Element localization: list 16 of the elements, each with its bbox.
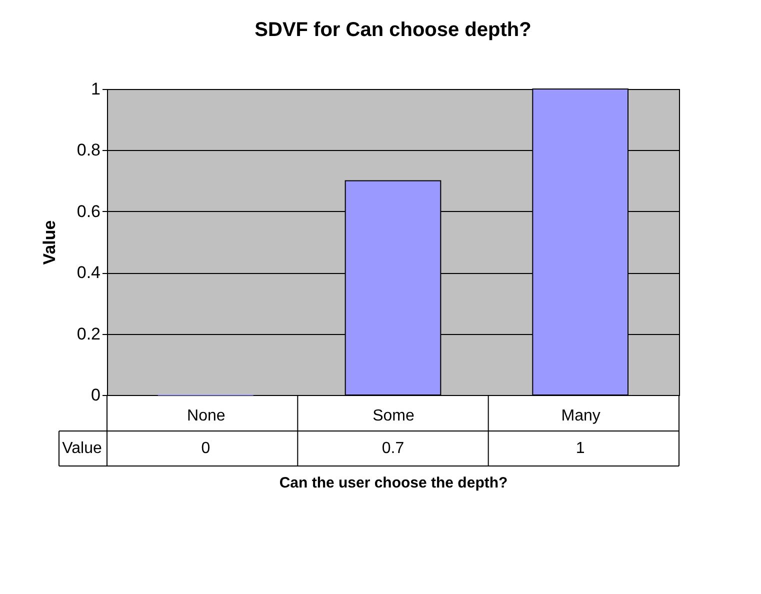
x-tick-label: Some xyxy=(372,408,414,424)
data-label: 0.7 xyxy=(382,440,404,457)
y-tick-label: 0.2 xyxy=(76,324,100,344)
legend-label: Value xyxy=(62,440,102,457)
data-label: 0 xyxy=(201,440,210,457)
x-axis-title: Can the user choose the depth? xyxy=(279,474,508,492)
y-tick-label: 0 xyxy=(91,386,100,404)
data-label: 1 xyxy=(576,440,585,457)
y-axis-title: Value xyxy=(40,220,59,265)
x-tick-label: Many xyxy=(561,408,600,424)
x-tick-label: None xyxy=(187,408,226,424)
y-tick-label: 0.8 xyxy=(76,140,100,160)
y-tick-label: 0.6 xyxy=(76,202,100,221)
y-tick-label: 1 xyxy=(91,80,100,98)
y-tick-label: 0.4 xyxy=(76,263,100,282)
chart-title: SDVF for Can choose depth? xyxy=(254,19,532,41)
